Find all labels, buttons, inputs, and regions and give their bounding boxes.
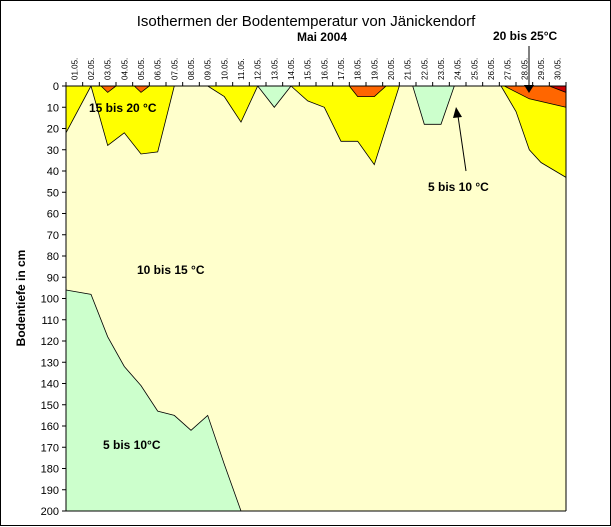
x-tick-label: 16.05. (320, 58, 329, 80)
x-tick-label: 09.05. (204, 58, 213, 80)
x-tick-label: 28.05. (520, 58, 529, 80)
x-tick-label: 24.05. (454, 58, 463, 80)
x-tick-label: 14.05. (287, 58, 296, 80)
x-tick-label: 03.05. (104, 58, 113, 80)
x-tick-label: 22.05. (420, 58, 429, 80)
x-tick-label: 07.05. (170, 58, 179, 80)
y-tick-label: 180 (41, 464, 59, 476)
x-tick-label: 02.05. (87, 58, 96, 80)
annotation-5-10-lower: 5 bis 10°C (103, 438, 161, 452)
y-tick-label: 50 (47, 187, 59, 199)
x-tick-label: 01.05. (70, 58, 79, 80)
x-tick-label: 30.05. (554, 58, 563, 80)
y-tick-label: 120 (41, 336, 59, 348)
y-tick-label: 160 (41, 421, 59, 433)
y-tick-label: 200 (41, 506, 59, 518)
annotation-5-10-upper: 5 bis 10 °C (428, 180, 489, 194)
x-tick-label: 18.05. (354, 58, 363, 80)
y-tick-label: 100 (41, 294, 59, 306)
y-tick-label: 30 (47, 145, 59, 157)
annotation-20-25: 20 bis 25°C (493, 29, 558, 43)
x-tick-label: 13.05. (270, 58, 279, 80)
y-tick-label: 140 (41, 379, 59, 391)
x-tick-label: 20.05. (387, 58, 396, 80)
x-tick-label: 08.05. (187, 58, 196, 80)
x-tick-label: 05.05. (137, 58, 146, 80)
y-axis-label: Bodentiefe in cm (14, 250, 28, 347)
x-tick-label: 29.05. (537, 58, 546, 80)
x-tick-label: 10.05. (220, 58, 229, 80)
x-tick-label: 12.05. (254, 58, 263, 80)
y-tick-label: 90 (47, 272, 59, 284)
y-tick-label: 60 (47, 209, 59, 221)
x-tick-label: 04.05. (120, 58, 129, 80)
arrow-head-20-25 (524, 85, 534, 93)
annotation-15-20: 15 bis 20 °C (89, 101, 157, 115)
x-tick-label: 17.05. (337, 58, 346, 80)
y-tick-label: 0 (53, 81, 59, 93)
x-tick-label: 19.05. (370, 58, 379, 80)
y-tick-label: 190 (41, 485, 59, 497)
chart-subtitle: Mai 2004 (297, 30, 347, 44)
y-tick-label: 80 (47, 251, 59, 263)
x-tick-label: 11.05. (237, 58, 246, 80)
y-tick-label: 10 (47, 102, 59, 114)
x-tick-label: 27.05. (504, 58, 513, 80)
y-tick-label: 130 (41, 357, 59, 369)
arrow-line-5-10 (457, 115, 467, 172)
chart-title: Isothermen der Bodentemperatur von Jänic… (137, 13, 476, 30)
arrow-head-5-10 (453, 107, 462, 118)
x-tick-label: 15.05. (304, 58, 313, 80)
y-tick-label: 170 (41, 442, 59, 454)
y-tick-label: 110 (41, 315, 59, 327)
isotherm-region-0-3 (289, 85, 400, 166)
x-tick-label: 06.05. (154, 58, 163, 80)
x-tick-label: 26.05. (487, 58, 496, 80)
x-tick-label: 25.05. (470, 58, 479, 80)
y-tick-label: 40 (47, 166, 59, 178)
y-tick-label: 150 (41, 400, 59, 412)
x-tick-label: 21.05. (404, 58, 413, 80)
x-tick-label: 23.05. (437, 58, 446, 80)
annotation-10-15: 10 bis 15 °C (137, 263, 205, 277)
y-tick-label: 70 (47, 230, 59, 242)
y-tick-label: 20 (47, 124, 59, 136)
